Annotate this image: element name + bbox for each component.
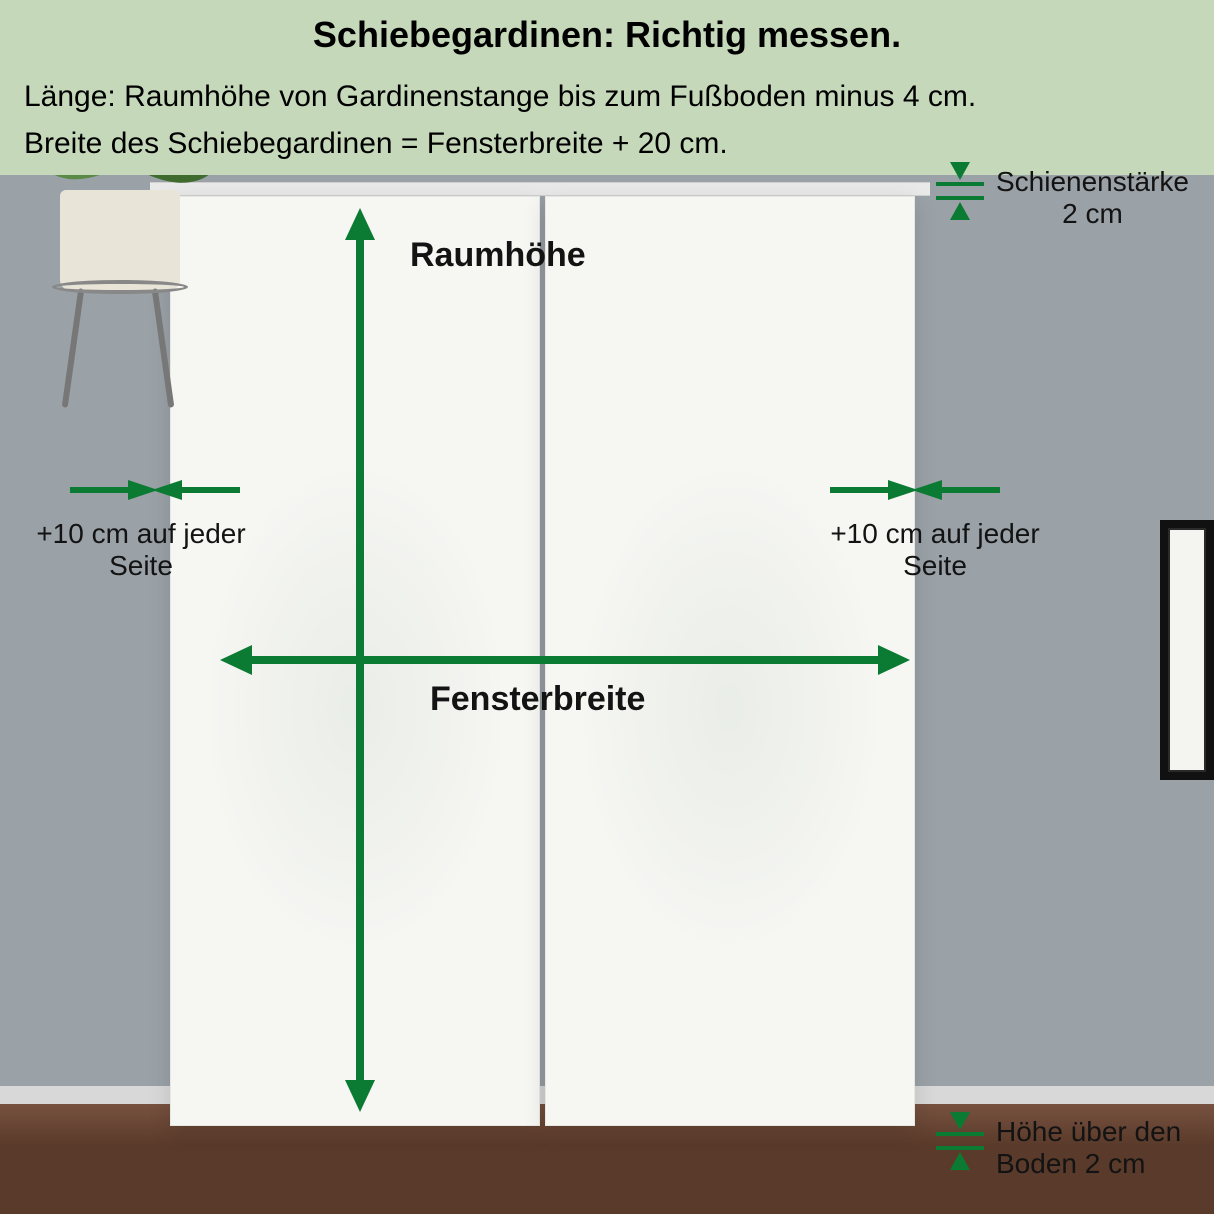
plant-pot	[60, 190, 180, 290]
arrow-down-icon	[345, 1080, 375, 1112]
text: Seite	[109, 550, 173, 581]
plant-stand-leg	[152, 288, 175, 408]
floor-gap-label: Höhe über den Boden 2 cm	[996, 1116, 1181, 1180]
text: +10 cm auf jeder	[830, 518, 1039, 549]
arrow-left-icon	[912, 480, 942, 500]
window-width-arrow-line	[248, 656, 882, 664]
side-arrow-line	[180, 487, 240, 493]
plant-stand-ring	[52, 280, 188, 294]
side-arrow-line	[830, 487, 890, 493]
text: Höhe über den	[996, 1116, 1181, 1147]
text: Schienenstärke	[996, 166, 1189, 197]
arrow-down-icon	[950, 162, 970, 180]
side-arrow-line	[940, 487, 1000, 493]
tick-line	[936, 1146, 984, 1150]
room-height-label: Raumhöhe	[410, 236, 586, 275]
tick-line	[936, 182, 984, 186]
arrow-down-icon	[950, 1112, 970, 1130]
text: 2 cm	[996, 198, 1189, 230]
text: Seite	[903, 550, 967, 581]
tick-line	[936, 196, 984, 200]
text: Boden 2 cm	[996, 1148, 1145, 1179]
side-right-label: +10 cm auf jeder Seite	[800, 518, 1070, 582]
arrow-right-icon	[878, 645, 910, 675]
curtain-rail	[150, 182, 930, 196]
arrow-up-icon	[950, 1152, 970, 1170]
plant-stand-leg	[62, 288, 85, 408]
arrow-up-icon	[345, 208, 375, 240]
title: Schiebegardinen: Richtig messen.	[24, 14, 1190, 56]
window-width-label: Fensterbreite	[430, 680, 645, 719]
infographic-stage: Schiebegardinen: Richtig messen. Länge: …	[0, 0, 1214, 1214]
arrow-up-icon	[950, 202, 970, 220]
instructions: Länge: Raumhöhe von Gardinenstange bis z…	[24, 74, 1190, 167]
instruction-line-2: Breite des Schiebegardinen = Fensterbrei…	[24, 127, 728, 160]
picture-frame	[1160, 520, 1214, 780]
header: Schiebegardinen: Richtig messen. Länge: …	[0, 0, 1214, 175]
tick-line	[936, 1132, 984, 1136]
side-left-label: +10 cm auf jeder Seite	[6, 518, 276, 582]
instruction-line-1: Länge: Raumhöhe von Gardinenstange bis z…	[24, 80, 976, 113]
arrow-left-icon	[220, 645, 252, 675]
arrow-left-icon	[152, 480, 182, 500]
side-arrow-line	[70, 487, 130, 493]
rail-thickness-label: Schienenstärke 2 cm	[996, 166, 1189, 230]
text: +10 cm auf jeder	[36, 518, 245, 549]
